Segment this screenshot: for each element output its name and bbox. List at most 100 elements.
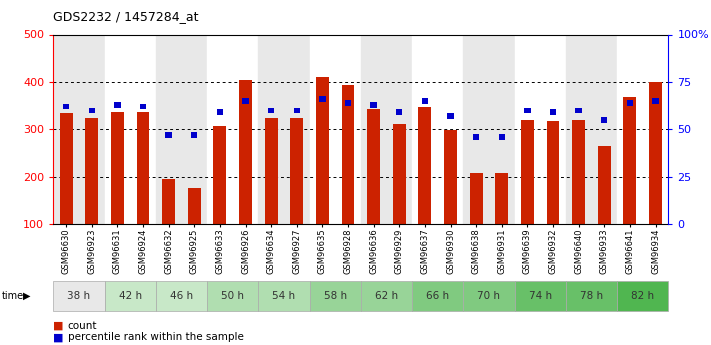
Bar	[575, 108, 582, 113]
Bar	[447, 113, 454, 119]
Bar	[258, 34, 284, 224]
Text: 38 h: 38 h	[68, 291, 90, 301]
Bar	[540, 34, 566, 224]
Bar	[191, 132, 198, 138]
Bar	[63, 104, 70, 109]
Text: 54 h: 54 h	[272, 291, 296, 301]
Bar	[309, 34, 335, 224]
Bar	[498, 134, 505, 140]
Bar	[239, 80, 252, 224]
Bar	[316, 77, 328, 224]
Bar	[284, 34, 309, 224]
Text: percentile rank within the sample: percentile rank within the sample	[68, 333, 243, 342]
Bar	[188, 188, 201, 224]
Bar	[140, 104, 146, 109]
Bar	[387, 34, 412, 224]
Bar	[464, 34, 489, 224]
Bar	[617, 281, 668, 310]
Bar	[258, 281, 309, 310]
Text: 70 h: 70 h	[478, 291, 501, 301]
Bar	[60, 113, 73, 224]
Bar	[156, 281, 207, 310]
Bar	[438, 34, 464, 224]
Bar	[53, 34, 79, 224]
Bar	[592, 34, 617, 224]
Bar	[489, 34, 515, 224]
Bar	[162, 179, 175, 224]
Text: 46 h: 46 h	[170, 291, 193, 301]
Bar	[360, 34, 387, 224]
Bar	[515, 281, 566, 310]
Bar	[601, 117, 607, 123]
Bar	[207, 281, 258, 310]
Text: 78 h: 78 h	[580, 291, 603, 301]
Text: 82 h: 82 h	[631, 291, 654, 301]
Bar	[515, 34, 540, 224]
Bar	[464, 281, 515, 310]
Bar	[598, 146, 611, 224]
Bar	[114, 102, 121, 108]
Bar	[649, 82, 662, 224]
Bar	[217, 109, 223, 115]
Bar	[572, 120, 585, 224]
Bar	[360, 281, 412, 310]
Bar	[626, 100, 633, 106]
Bar	[624, 97, 636, 224]
Bar	[130, 34, 156, 224]
Bar	[470, 174, 483, 224]
Text: 58 h: 58 h	[324, 291, 347, 301]
Bar	[89, 108, 95, 113]
Bar	[524, 108, 530, 113]
Text: count: count	[68, 321, 97, 331]
Bar	[521, 120, 534, 224]
Bar	[111, 112, 124, 224]
Bar	[370, 102, 377, 108]
Bar	[268, 108, 274, 113]
Bar	[550, 109, 556, 115]
Text: 74 h: 74 h	[529, 291, 552, 301]
Bar	[156, 34, 181, 224]
Text: 62 h: 62 h	[375, 291, 398, 301]
Bar	[396, 109, 402, 115]
Bar	[617, 34, 643, 224]
Bar	[496, 174, 508, 224]
Bar	[232, 34, 258, 224]
Bar	[566, 281, 617, 310]
Bar	[79, 34, 105, 224]
Bar	[368, 109, 380, 224]
Bar	[547, 121, 560, 224]
Bar	[319, 96, 326, 102]
Text: 42 h: 42 h	[119, 291, 141, 301]
Text: time: time	[1, 291, 23, 301]
Text: 66 h: 66 h	[426, 291, 449, 301]
Bar	[85, 118, 98, 224]
Bar	[105, 281, 156, 310]
Bar	[213, 126, 226, 224]
Bar	[444, 130, 457, 224]
Bar	[242, 98, 249, 104]
Bar	[105, 34, 130, 224]
Bar	[166, 132, 172, 138]
Bar	[473, 134, 479, 140]
Text: 50 h: 50 h	[221, 291, 244, 301]
Bar	[207, 34, 232, 224]
Bar	[181, 34, 207, 224]
Bar	[412, 281, 464, 310]
Text: ■: ■	[53, 333, 64, 342]
Bar	[309, 281, 360, 310]
Bar	[341, 85, 354, 224]
Text: ▶: ▶	[23, 291, 31, 301]
Bar	[264, 118, 277, 224]
Text: GDS2232 / 1457284_at: GDS2232 / 1457284_at	[53, 10, 199, 23]
Bar	[419, 107, 432, 224]
Bar	[422, 98, 428, 104]
Bar	[566, 34, 592, 224]
Bar	[652, 98, 658, 104]
Text: ■: ■	[53, 321, 64, 331]
Bar	[335, 34, 360, 224]
Bar	[290, 118, 303, 224]
Bar	[643, 34, 668, 224]
Bar	[412, 34, 438, 224]
Bar	[137, 112, 149, 224]
Bar	[294, 108, 300, 113]
